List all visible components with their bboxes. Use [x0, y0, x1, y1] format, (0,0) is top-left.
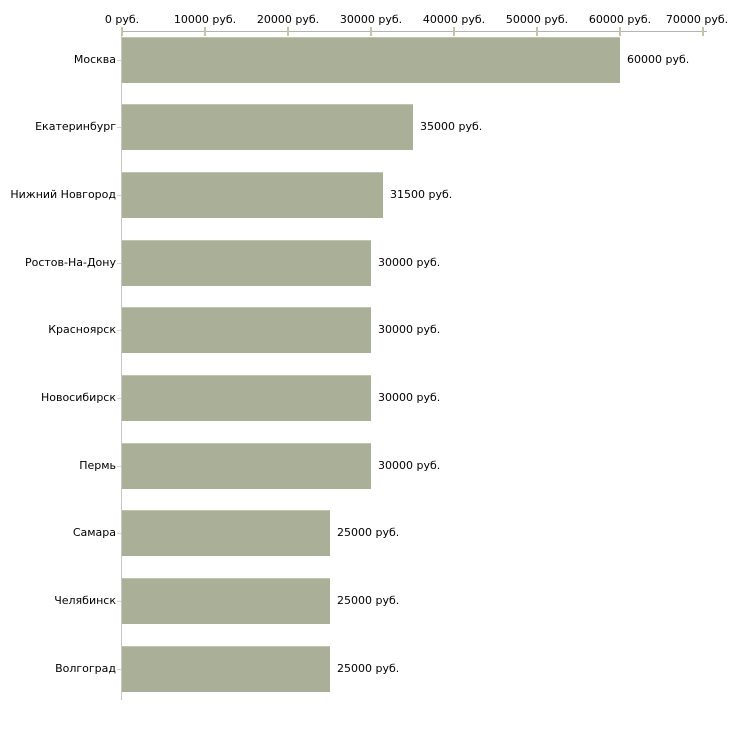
x-axis-tick-label: 10000 руб.	[173, 13, 237, 26]
bar-category-label: Пермь	[79, 458, 116, 472]
x-axis-tick	[287, 27, 289, 36]
x-axis-tick	[121, 27, 123, 36]
bar-value-label: 30000 руб.	[378, 458, 441, 472]
bar-category-label: Екатеринбург	[35, 120, 116, 134]
bar-category-label: Волгоград	[55, 661, 116, 675]
category-tick	[117, 669, 121, 670]
bar-value-label: 60000 руб.	[627, 52, 690, 66]
bar	[122, 307, 371, 354]
category-tick	[117, 195, 121, 196]
x-axis-tick	[204, 27, 206, 36]
bar	[122, 578, 330, 625]
bar	[122, 442, 371, 489]
bar-value-label: 35000 руб.	[420, 120, 483, 134]
bar-category-label: Москва	[73, 52, 116, 66]
category-tick	[117, 533, 121, 534]
x-axis-tick-label: 70000 руб.	[665, 13, 729, 26]
bar-category-label: Челябинск	[54, 594, 116, 608]
x-axis-tick-label: 40000 руб.	[422, 13, 486, 26]
y-axis-line	[121, 31, 122, 700]
x-axis-tick-label: 0 руб.	[104, 13, 140, 26]
bar-category-label: Новосибирск	[40, 391, 116, 405]
bar-value-label: 25000 руб.	[337, 661, 400, 675]
x-axis-tick-label: 20000 руб.	[256, 13, 320, 26]
x-axis-line	[121, 31, 707, 32]
bar-category-label: Самара	[72, 526, 116, 540]
x-axis-tick	[702, 27, 704, 36]
x-axis-tick	[619, 27, 621, 36]
bar	[122, 36, 620, 83]
bar-value-label: 31500 руб.	[390, 188, 453, 202]
category-tick	[117, 601, 121, 602]
bar-value-label: 30000 руб.	[378, 391, 441, 405]
category-tick	[117, 60, 121, 61]
bar	[122, 104, 413, 151]
category-tick	[117, 398, 121, 399]
x-axis-tick-label: 30000 руб.	[339, 13, 403, 26]
category-tick	[117, 330, 121, 331]
bar-category-label: Ростов-На-Дону	[24, 255, 116, 269]
x-axis-tick-label: 60000 руб.	[588, 13, 652, 26]
bar	[122, 510, 330, 557]
x-axis-tick-label: 50000 руб.	[505, 13, 569, 26]
category-tick	[117, 263, 121, 264]
bar-category-label: Нижний Новгород	[10, 188, 116, 202]
category-tick	[117, 127, 121, 128]
bar-value-label: 25000 руб.	[337, 594, 400, 608]
bar-category-label: Красноярск	[48, 323, 116, 337]
bar	[122, 172, 383, 219]
bar	[122, 239, 371, 286]
bar	[122, 375, 371, 422]
bar-value-label: 30000 руб.	[378, 323, 441, 337]
category-tick	[117, 466, 121, 467]
bar-value-label: 30000 руб.	[378, 255, 441, 269]
x-axis-tick	[536, 27, 538, 36]
bar	[122, 645, 330, 692]
bar-value-label: 25000 руб.	[337, 526, 400, 540]
x-axis-tick	[370, 27, 372, 36]
x-axis-tick	[453, 27, 455, 36]
